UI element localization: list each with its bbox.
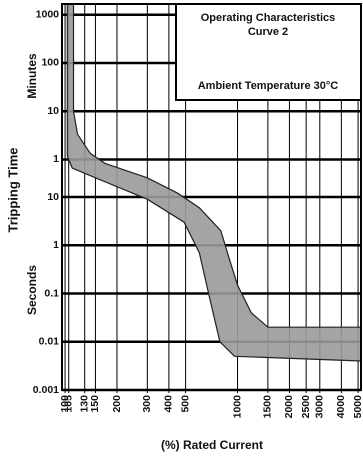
min-time-curve	[66, 4, 362, 362]
x-tick-label: 5000	[352, 395, 363, 419]
x-tick-label: 1000	[231, 395, 243, 419]
y-tick-label: 0.001	[33, 384, 59, 396]
y-axis-unit-upper: Minutes	[25, 53, 39, 99]
x-tick-label: 3000	[314, 395, 326, 419]
y-tick-label: 1000	[36, 8, 60, 20]
y-tick-label: 0.01	[39, 336, 60, 348]
x-tick-label: 4000	[335, 395, 347, 419]
x-tick-label: 400	[163, 395, 175, 413]
y-tick-label: 100	[41, 57, 59, 69]
x-tick-label: 100	[59, 395, 71, 413]
y-axis-unit-lower: Seconds	[25, 265, 39, 315]
band-fill	[67, 4, 362, 361]
y-tick-label: 0.1	[44, 287, 59, 299]
y-tick-label: 1	[53, 239, 59, 251]
x-tick-label: 105	[62, 395, 74, 413]
x-tick-label: 2000	[283, 395, 295, 419]
y-axis-title: Tripping Time	[5, 148, 20, 233]
x-axis-title: (%) Rated Current	[161, 438, 263, 452]
x-tick-label: 150	[89, 395, 101, 413]
y-tick-label: 1	[53, 153, 59, 165]
max-time-curve	[72, 4, 361, 328]
x-tick-label: 200	[111, 395, 123, 413]
title-box	[175, 3, 362, 101]
x-tick-label: 1500	[262, 395, 274, 419]
x-tick-label: 300	[141, 395, 153, 413]
x-tick-label: 130	[78, 395, 90, 413]
y-tick-label: 10	[47, 191, 59, 203]
y-tick-label: 10	[47, 105, 59, 117]
chart-title: Operating Characteristics	[201, 12, 336, 24]
annotation: Ambient Temperature 30°C	[198, 80, 339, 92]
x-tick-label: 2500	[300, 395, 312, 419]
plot-frame	[61, 3, 362, 391]
x-tick-label: 500	[179, 395, 191, 413]
chart-subtitle: Curve 2	[248, 26, 288, 38]
